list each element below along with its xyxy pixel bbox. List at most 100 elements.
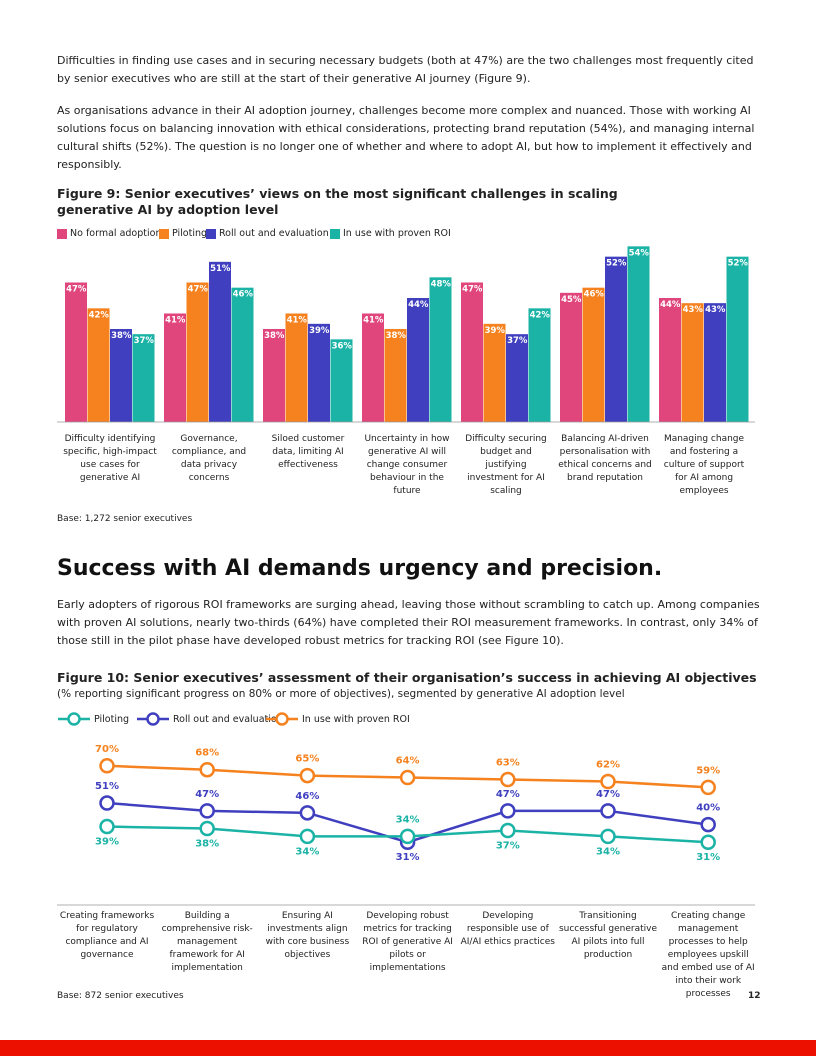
point bbox=[299, 767, 316, 784]
point bbox=[99, 795, 115, 811]
legend-swatch bbox=[137, 712, 169, 726]
data-label: 38% bbox=[264, 331, 285, 341]
point bbox=[99, 758, 115, 774]
data-label: 52% bbox=[728, 259, 749, 269]
x-tick-label: Managing change and fostering a culture … bbox=[663, 434, 745, 496]
x-tick-label: Balancing AI-driven personalisation with… bbox=[558, 434, 652, 483]
legend-label: In use with proven ROI bbox=[343, 228, 451, 239]
x-tick-label: Difficulty identifying specific, high-im… bbox=[63, 434, 157, 483]
data-label: 45% bbox=[561, 295, 582, 305]
point bbox=[199, 761, 215, 778]
legend-item: Piloting bbox=[57, 712, 129, 726]
legend-label: Roll out and evaluation bbox=[173, 713, 283, 725]
figure-title: Figure 10: Senior executives’ assessment… bbox=[57, 670, 757, 685]
data-label: 37% bbox=[134, 336, 155, 346]
bar bbox=[528, 308, 551, 422]
point bbox=[700, 779, 716, 796]
data-label: 43% bbox=[683, 305, 704, 315]
data-label: 41% bbox=[363, 316, 384, 326]
legend-item: In use with proven ROI bbox=[265, 712, 410, 726]
data-label: 31% bbox=[396, 852, 420, 863]
bar bbox=[384, 329, 407, 422]
bar bbox=[164, 313, 186, 422]
data-label: 38% bbox=[111, 331, 132, 341]
data-label: 41% bbox=[287, 316, 308, 326]
data-label: 47% bbox=[195, 789, 219, 800]
data-label: 47% bbox=[496, 789, 520, 800]
bar bbox=[560, 292, 582, 422]
data-label: 46% bbox=[584, 290, 605, 300]
data-label: 51% bbox=[95, 781, 119, 792]
point bbox=[99, 818, 115, 835]
legend-item: No formal adoption bbox=[57, 228, 161, 239]
point bbox=[600, 803, 616, 819]
legend-item: In use with proven ROI bbox=[330, 228, 451, 239]
base-note: Base: 1,272 senior executives bbox=[57, 514, 193, 524]
data-label: 51% bbox=[210, 264, 231, 274]
data-label: 38% bbox=[195, 839, 219, 850]
legend-label: Piloting bbox=[172, 228, 208, 239]
figure-subtitle: (% reporting significant progress on 80%… bbox=[57, 688, 625, 700]
x-tick-label: Transitioning successful generative AI p… bbox=[558, 911, 658, 960]
point bbox=[199, 820, 215, 837]
bar bbox=[506, 334, 528, 422]
data-label: 46% bbox=[295, 791, 319, 802]
data-label: 34% bbox=[295, 846, 319, 857]
paragraph: Difficulties in finding use cases and in… bbox=[57, 54, 754, 85]
bar bbox=[209, 261, 231, 422]
legend-swatch bbox=[57, 228, 67, 239]
point bbox=[299, 805, 316, 821]
data-label: 44% bbox=[660, 300, 681, 310]
bar bbox=[110, 329, 132, 422]
data-label: 36% bbox=[332, 341, 353, 351]
bar bbox=[263, 329, 285, 422]
bar bbox=[681, 303, 704, 422]
data-label: 40% bbox=[696, 803, 720, 814]
data-label: 42% bbox=[89, 310, 110, 320]
point bbox=[600, 828, 616, 845]
data-label: 63% bbox=[496, 758, 520, 769]
bar bbox=[330, 339, 353, 422]
data-label: 47% bbox=[188, 285, 209, 295]
legend-swatch bbox=[266, 712, 298, 726]
bar bbox=[231, 287, 254, 422]
section-heading: Success with AI demands urgency and prec… bbox=[57, 556, 663, 581]
data-label: 48% bbox=[431, 279, 452, 289]
data-label: 62% bbox=[596, 759, 620, 770]
data-label: 34% bbox=[596, 846, 620, 857]
bar bbox=[726, 256, 749, 422]
x-tick-label: Ensuring AI investments align with core … bbox=[265, 911, 350, 960]
x-tick-label: Developing responsible use of AI/AI ethi… bbox=[460, 911, 555, 947]
point bbox=[399, 769, 416, 786]
x-tick-label: Creating change management processes to … bbox=[661, 911, 755, 999]
bar bbox=[132, 334, 155, 422]
paragraph: As organisations advance in their AI ado… bbox=[57, 104, 755, 171]
bar bbox=[704, 303, 726, 422]
bar bbox=[659, 298, 681, 422]
data-label: 38% bbox=[386, 331, 407, 341]
figure-title: Figure 9: Senior executives’ views on th… bbox=[57, 186, 618, 217]
data-label: 65% bbox=[295, 754, 319, 765]
data-label: 47% bbox=[66, 285, 87, 295]
data-label: 42% bbox=[530, 310, 551, 320]
data-label: 70% bbox=[95, 744, 119, 755]
point bbox=[500, 803, 516, 819]
data-label: 68% bbox=[195, 748, 219, 759]
legend-label: In use with proven ROI bbox=[302, 713, 410, 725]
point bbox=[600, 773, 616, 790]
point bbox=[500, 771, 516, 788]
x-tick-label: Developing robust metrics for tracking R… bbox=[362, 911, 453, 973]
x-tick-label: Uncertainty in how generative AI will ch… bbox=[364, 434, 450, 496]
x-tick-label: Creating frameworks for regulatory compl… bbox=[59, 911, 155, 960]
point bbox=[199, 803, 215, 819]
bar bbox=[483, 323, 506, 422]
legend-item: Roll out and evaluation bbox=[136, 712, 283, 726]
data-label: 44% bbox=[408, 300, 429, 310]
page-number: 12 bbox=[748, 991, 761, 1001]
footer-bar bbox=[0, 1040, 816, 1056]
point bbox=[299, 828, 316, 845]
bar bbox=[407, 298, 429, 422]
point bbox=[399, 828, 416, 845]
